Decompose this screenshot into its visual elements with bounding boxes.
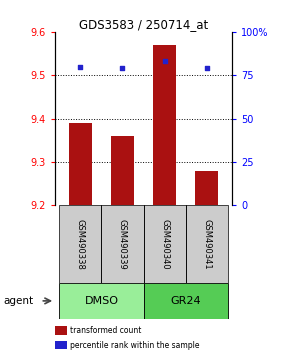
Bar (195, 171, 218, 205)
Bar (59, 283, 144, 319)
Bar (144, 205, 186, 283)
Text: percentile rank within the sample: percentile rank within the sample (70, 341, 199, 350)
Title: GDS3583 / 250714_at: GDS3583 / 250714_at (79, 18, 208, 31)
Bar (153, 45, 176, 205)
Bar (102, 205, 144, 283)
Text: GSM490341: GSM490341 (202, 219, 211, 270)
Text: transformed count: transformed count (70, 326, 141, 336)
Point (162, 58, 167, 64)
Point (204, 65, 209, 71)
Point (120, 65, 125, 71)
Text: DMSO: DMSO (84, 296, 118, 306)
Bar (69, 123, 92, 205)
Text: GSM490338: GSM490338 (76, 219, 85, 270)
Text: GSM490340: GSM490340 (160, 219, 169, 270)
Bar (111, 136, 134, 205)
Point (78, 64, 83, 69)
Text: GR24: GR24 (170, 296, 201, 306)
Bar (144, 283, 228, 319)
Text: agent: agent (3, 296, 33, 306)
Bar (59, 205, 102, 283)
Bar (186, 205, 228, 283)
Text: GSM490339: GSM490339 (118, 219, 127, 270)
